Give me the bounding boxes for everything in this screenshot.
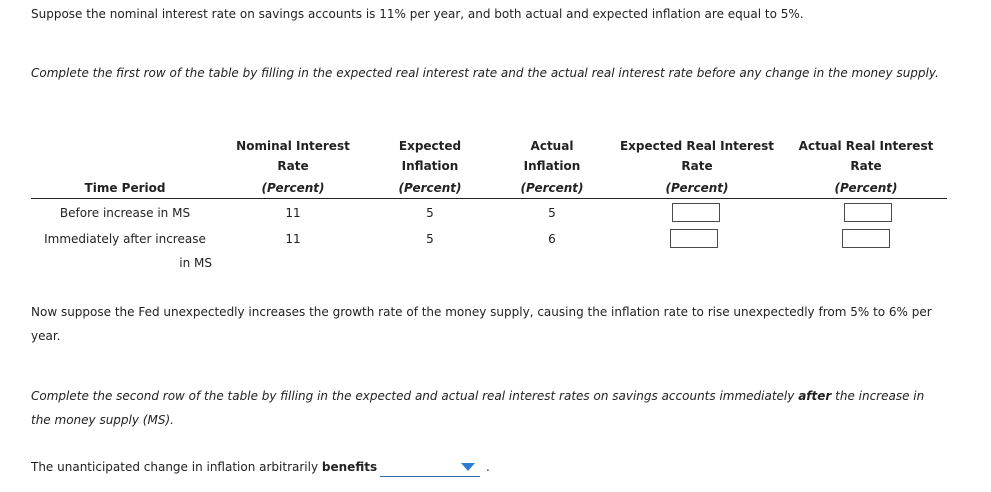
header-actual-inflation-line2: Inflation bbox=[523, 159, 581, 173]
instruction-second-row-part2: the increase in bbox=[831, 389, 925, 403]
question-text: The unanticipated change in inflation ar… bbox=[31, 455, 377, 479]
actual-inflation-cell: 6 bbox=[548, 232, 556, 246]
actual-real-rate-input-row2[interactable] bbox=[842, 229, 890, 248]
row-label-continued: in MS bbox=[179, 256, 212, 270]
header-expected-inflation-line2: Inflation bbox=[401, 159, 459, 173]
header-time-period: Time Period bbox=[84, 181, 166, 195]
expected-inflation-cell: 5 bbox=[426, 232, 434, 246]
actual-inflation-cell: 5 bbox=[548, 206, 556, 220]
header-nominal-line2: Rate bbox=[277, 159, 309, 173]
header-nominal-unit: (Percent) bbox=[261, 181, 325, 195]
header-actual-inflation-line1: Actual bbox=[530, 139, 574, 153]
header-expected-inflation-line1: Expected bbox=[398, 139, 462, 153]
instruction-first-row: Complete the first row of the table by f… bbox=[31, 66, 939, 80]
instruction-second-row-line2: the money supply (MS). bbox=[31, 413, 174, 427]
instruction-emphasis-after: after bbox=[798, 389, 832, 403]
instruction-second-row: Complete the second row of the table by … bbox=[31, 384, 924, 408]
table-header-divider bbox=[31, 198, 947, 199]
nominal-rate-cell: 11 bbox=[285, 232, 301, 246]
row-label: Immediately after increase bbox=[44, 232, 206, 246]
money-supply-scenario-line1: Now suppose the Fed unexpectedly increas… bbox=[31, 305, 932, 319]
beneficiary-dropdown[interactable] bbox=[380, 458, 480, 477]
chevron-down-icon[interactable] bbox=[461, 463, 475, 471]
expected-real-rate-input-row1[interactable] bbox=[672, 203, 720, 222]
expected-inflation-cell: 5 bbox=[426, 206, 434, 220]
header-actual-real-line2: Rate bbox=[850, 159, 882, 173]
question-suffix: . bbox=[486, 460, 490, 474]
question-prefix: The unanticipated change in inflation ar… bbox=[31, 460, 322, 474]
row-label: Before increase in MS bbox=[59, 206, 191, 220]
header-actual-real-line1: Actual Real Interest bbox=[798, 139, 934, 153]
header-expected-real-line2: Rate bbox=[681, 159, 713, 173]
header-expected-inflation-unit: (Percent) bbox=[398, 181, 462, 195]
header-actual-inflation-unit: (Percent) bbox=[520, 181, 584, 195]
header-nominal-line1: Nominal Interest bbox=[236, 139, 350, 153]
header-expected-real-line1: Expected Real Interest bbox=[619, 139, 774, 153]
header-actual-real-unit: (Percent) bbox=[834, 181, 898, 195]
actual-real-rate-input-row1[interactable] bbox=[844, 203, 892, 222]
nominal-rate-cell: 11 bbox=[285, 206, 301, 220]
money-supply-scenario-line2: year. bbox=[31, 329, 61, 343]
header-expected-real-unit: (Percent) bbox=[665, 181, 729, 195]
expected-real-rate-input-row2[interactable] bbox=[670, 229, 718, 248]
instruction-second-row-part1: Complete the second row of the table by … bbox=[31, 389, 799, 403]
question-emphasis-benefits: benefits bbox=[321, 460, 378, 474]
intro-text: Suppose the nominal interest rate on sav… bbox=[31, 7, 804, 21]
